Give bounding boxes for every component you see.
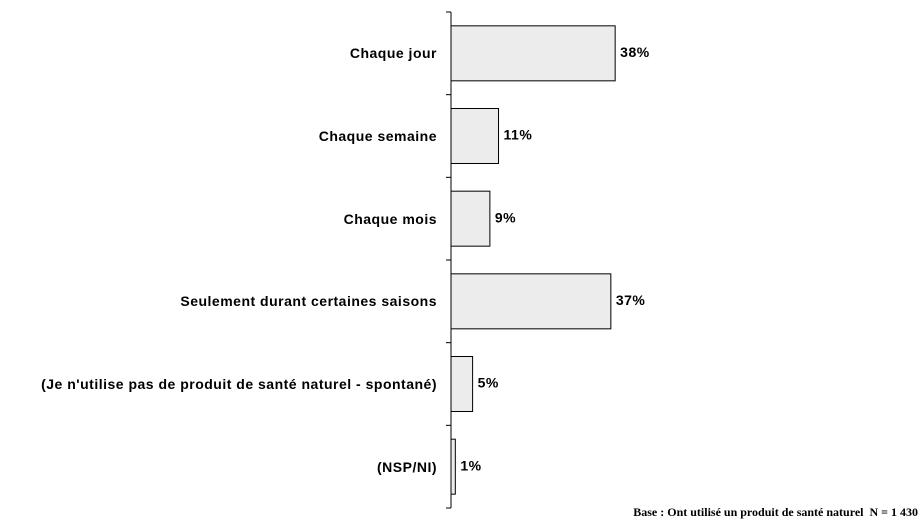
footnote: Base : Ont utilisé un produit de santé n… bbox=[633, 505, 918, 519]
value-label: 1% bbox=[460, 457, 481, 473]
category-label: Chaque jour bbox=[4, 23, 437, 83]
category-text: (Je n'utilise pas de produit de santé na… bbox=[41, 376, 437, 392]
category-text: Chaque semaine bbox=[318, 128, 437, 144]
category-label: Seulement durant certaines saisons bbox=[4, 271, 437, 331]
bar bbox=[450, 356, 474, 412]
category-label: Chaque mois bbox=[4, 189, 437, 249]
category-text: Seulement durant certaines saisons bbox=[180, 293, 437, 310]
value-label: 11% bbox=[504, 127, 533, 143]
category-text: Chaque mois bbox=[343, 210, 437, 227]
bar bbox=[450, 25, 616, 82]
bar bbox=[450, 273, 612, 330]
category-text: (NSP/NI) bbox=[377, 458, 437, 475]
category-label: Chaque semaine bbox=[4, 106, 437, 166]
value-label: 37% bbox=[616, 292, 646, 308]
category-text: Chaque jour bbox=[349, 45, 437, 62]
category-label: (NSP/NI) bbox=[4, 437, 437, 497]
value-label: 38% bbox=[620, 44, 650, 60]
value-label: 5% bbox=[478, 375, 499, 391]
value-label: 9% bbox=[495, 209, 516, 225]
bar bbox=[450, 108, 500, 164]
category-label: (Je n'utilise pas de produit de santé na… bbox=[4, 354, 437, 414]
bar bbox=[450, 190, 491, 247]
bar bbox=[450, 438, 456, 495]
